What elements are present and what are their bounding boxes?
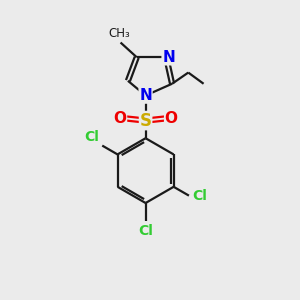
Text: Cl: Cl	[192, 189, 207, 202]
Text: O: O	[113, 111, 127, 126]
Text: Cl: Cl	[84, 130, 99, 144]
Text: O: O	[165, 111, 178, 126]
Text: N: N	[162, 50, 175, 65]
Text: Cl: Cl	[138, 224, 153, 238]
Text: S: S	[140, 112, 152, 130]
Text: CH₃: CH₃	[108, 27, 130, 40]
Text: N: N	[139, 88, 152, 103]
